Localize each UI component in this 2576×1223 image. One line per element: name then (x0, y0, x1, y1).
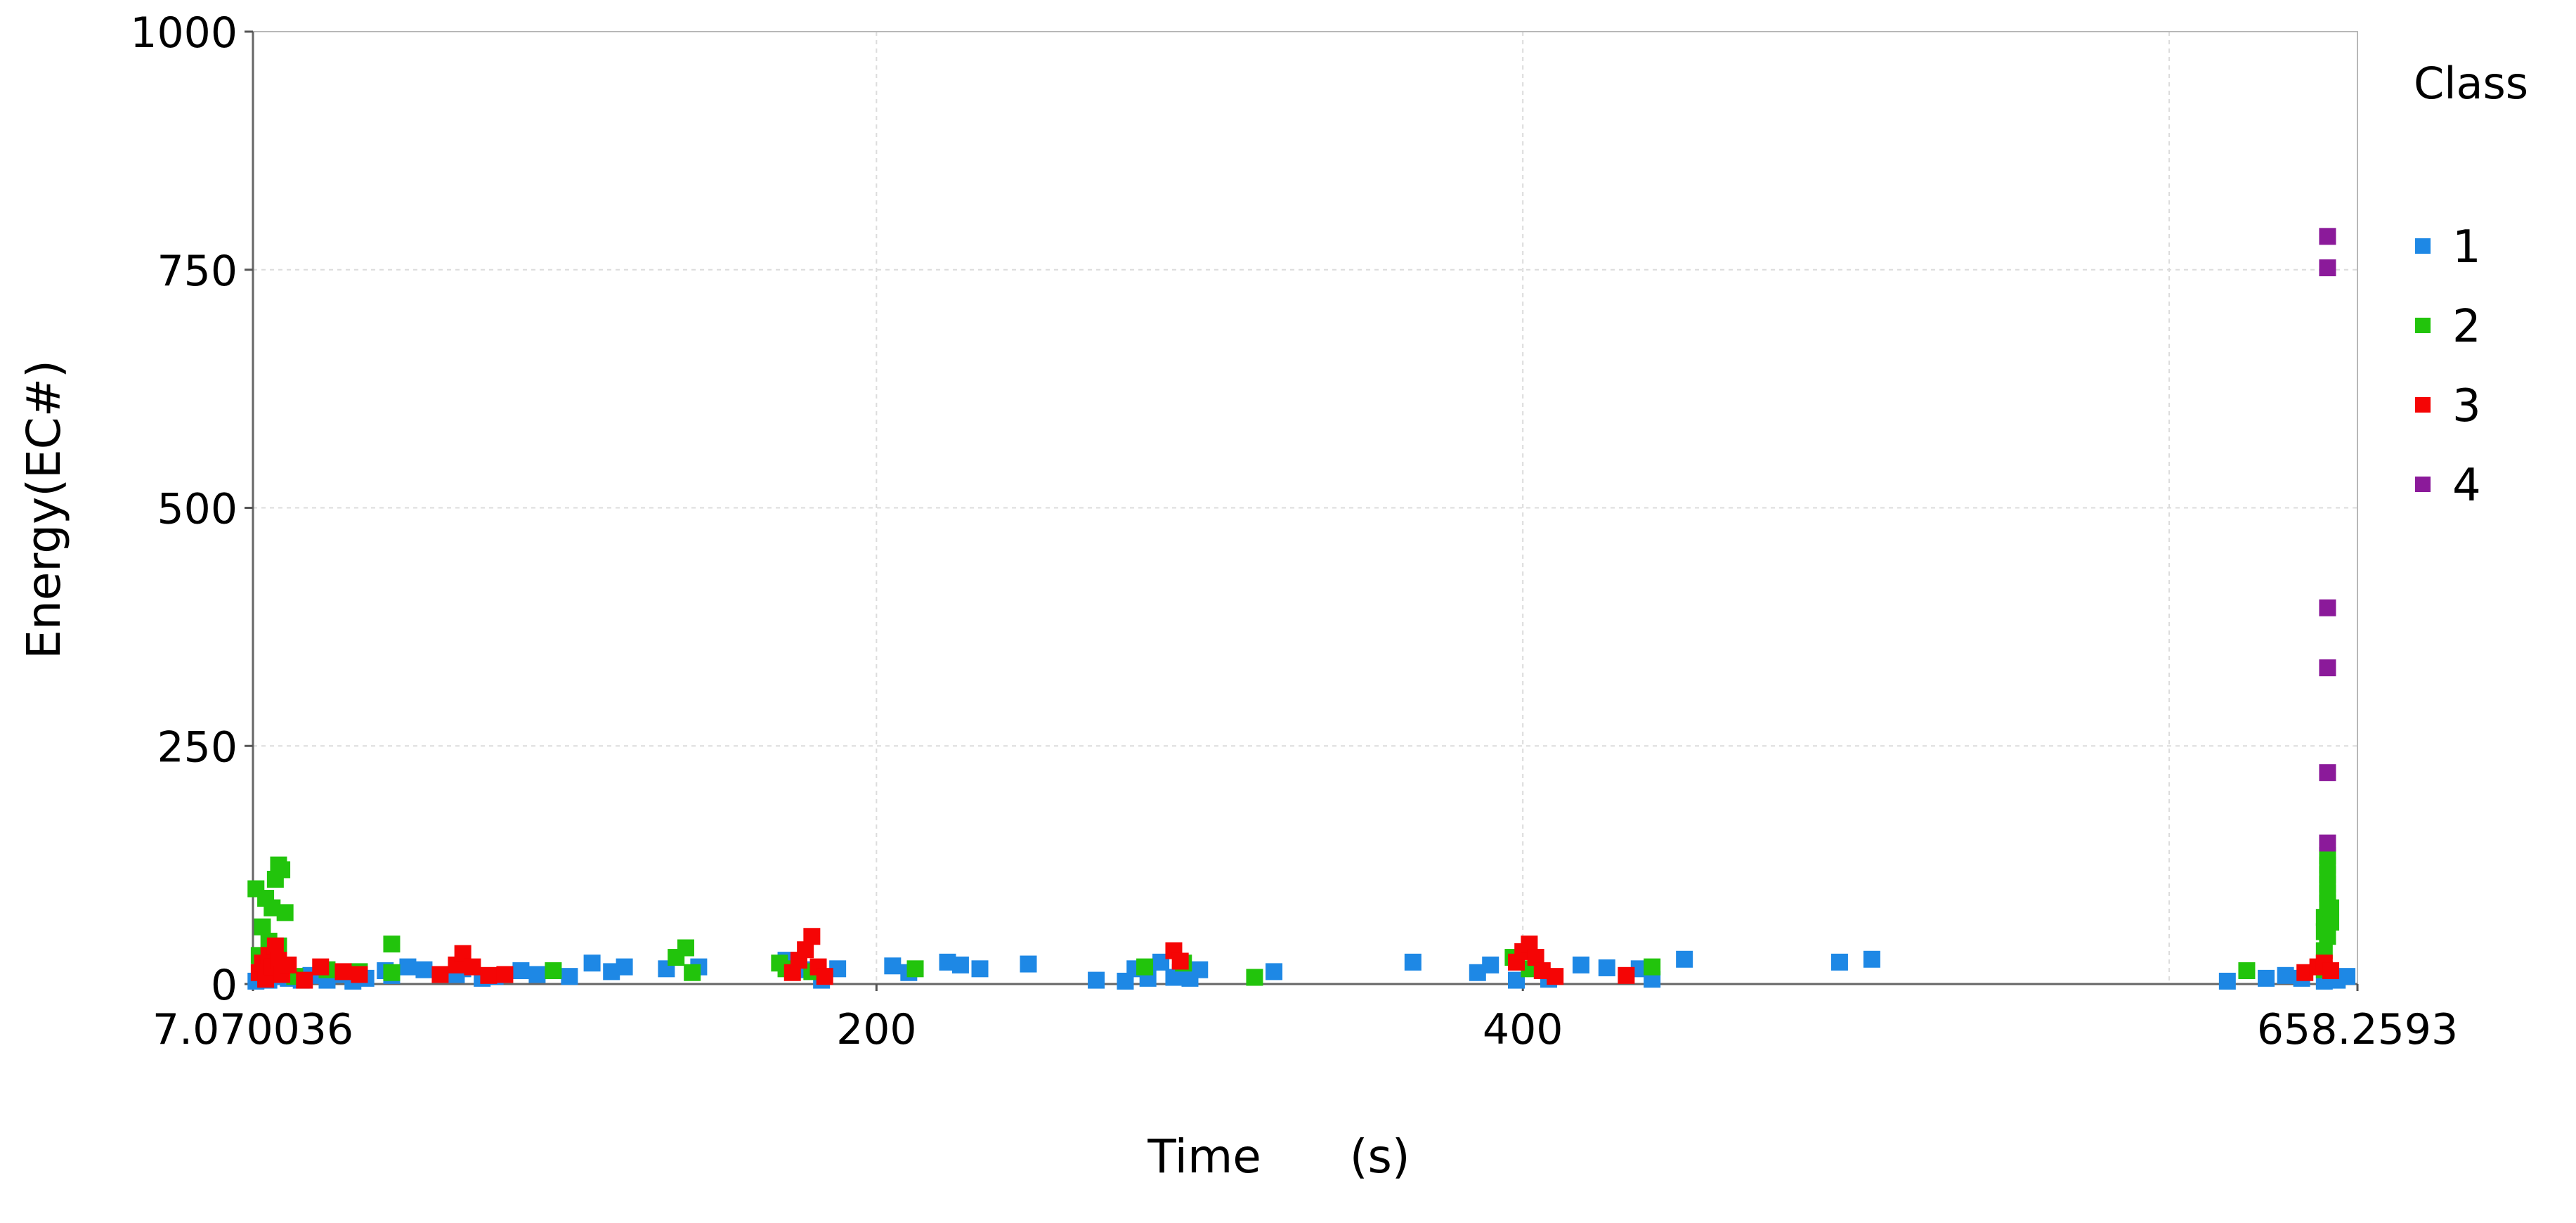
legend-label-4: 4 (2452, 460, 2481, 512)
y-tick-label-0: 0 (211, 961, 238, 1010)
point-class2-19 (684, 964, 701, 981)
legend-label-3: 3 (2452, 380, 2481, 432)
point-class1-61 (2277, 966, 2294, 984)
point-class1-31 (884, 957, 902, 975)
point-class4-2 (2319, 599, 2336, 616)
point-class1-56 (1676, 950, 1693, 968)
legend-label-1: 1 (2452, 221, 2481, 273)
point-class1-46 (1266, 963, 1283, 981)
legend-swatch-2 (2415, 318, 2431, 333)
point-class4-5 (2319, 834, 2336, 852)
point-class3-16 (464, 958, 481, 976)
point-class3-8 (280, 956, 297, 973)
point-class3-32 (1547, 968, 1564, 985)
y-tick-label-4: 1000 (130, 8, 238, 58)
point-class1-22 (583, 955, 601, 972)
legend: Class 1 2 3 4 (2414, 58, 2528, 512)
grid-lines (253, 32, 2357, 984)
data-points (247, 228, 2356, 990)
point-class3-11 (334, 963, 352, 981)
x-tick-label-0: 7.070036 (152, 1005, 353, 1054)
point-class3-33 (1618, 966, 1635, 984)
x-tick-label-2: 400 (1483, 1005, 1563, 1054)
point-class2-9 (276, 904, 294, 921)
point-class1-37 (1088, 971, 1105, 989)
point-class2-15 (383, 936, 401, 953)
point-class2-16 (545, 962, 562, 980)
point-class3-22 (803, 928, 821, 945)
legend-swatch-4 (2415, 477, 2431, 492)
point-class1-14 (415, 961, 433, 978)
point-class2-43 (2322, 899, 2340, 917)
point-class1-60 (2258, 969, 2275, 987)
point-class4-1 (2319, 259, 2336, 277)
point-class1-59 (2218, 972, 2236, 990)
point-class1-52 (1572, 956, 1589, 973)
x-axis-title: Time (s) (1147, 1130, 1410, 1184)
legend-title: Class (2414, 58, 2528, 109)
point-class3-37 (2322, 962, 2340, 980)
series-3 (250, 928, 2340, 989)
point-class1-49 (1482, 956, 1500, 973)
point-class3-12 (351, 966, 368, 983)
point-class2-24 (1136, 958, 1154, 976)
y-tick-label-3: 750 (157, 247, 238, 296)
x-tick-label-1: 200 (836, 1005, 917, 1054)
legend-swatch-1 (2415, 238, 2431, 254)
point-class3-5 (266, 937, 284, 955)
point-class1-53 (1598, 959, 1615, 976)
point-class2-26 (1246, 969, 1263, 986)
point-class3-10 (312, 958, 330, 976)
point-class4-4 (2319, 764, 2336, 782)
x-tick-label-3: 658.2593 (2257, 1005, 2458, 1054)
series-2 (247, 847, 2340, 986)
legend-swatch-3 (2415, 397, 2431, 413)
point-class2-18 (677, 939, 694, 957)
point-class1-13 (399, 958, 417, 976)
point-class3-18 (496, 966, 514, 983)
point-class2-41 (2319, 928, 2336, 945)
point-class1-45 (1191, 961, 1209, 978)
axes: 0 250 500 750 1000 7.070036 200 400 658.2593 Time… (17, 8, 2458, 1184)
point-class2-14 (383, 964, 401, 981)
point-class2-29 (1644, 958, 1661, 976)
point-class2-2 (254, 918, 271, 936)
point-class3-9 (296, 971, 313, 989)
series-4 (2319, 228, 2336, 852)
point-class3-17 (480, 966, 497, 984)
point-class1-21 (561, 968, 578, 985)
y-tick-label-1: 250 (157, 723, 238, 772)
point-class1-36 (1020, 955, 1037, 973)
point-class1-19 (512, 962, 530, 980)
point-class2-42 (2322, 913, 2340, 931)
point-class2-23 (906, 960, 924, 978)
point-class1-20 (528, 966, 546, 983)
point-class1-34 (951, 956, 969, 973)
point-class1-58 (1863, 950, 1880, 968)
point-class3-13 (431, 966, 449, 983)
point-class4-3 (2319, 659, 2336, 677)
point-class3-24 (816, 968, 833, 985)
y-tick-label-2: 500 (157, 485, 238, 534)
point-class2-8 (273, 861, 291, 879)
point-class1-57 (1830, 953, 1848, 971)
point-class4-0 (2319, 228, 2336, 245)
point-class2-30 (2238, 962, 2256, 980)
y-axis-title: Energy(EC#) (17, 360, 71, 659)
point-class1-35 (971, 960, 989, 978)
legend-label-2: 2 (2452, 301, 2481, 353)
point-class1-47 (1404, 953, 1422, 971)
point-class1-65 (2338, 968, 2356, 985)
point-class3-26 (1171, 952, 1189, 970)
point-class1-24 (616, 958, 633, 976)
